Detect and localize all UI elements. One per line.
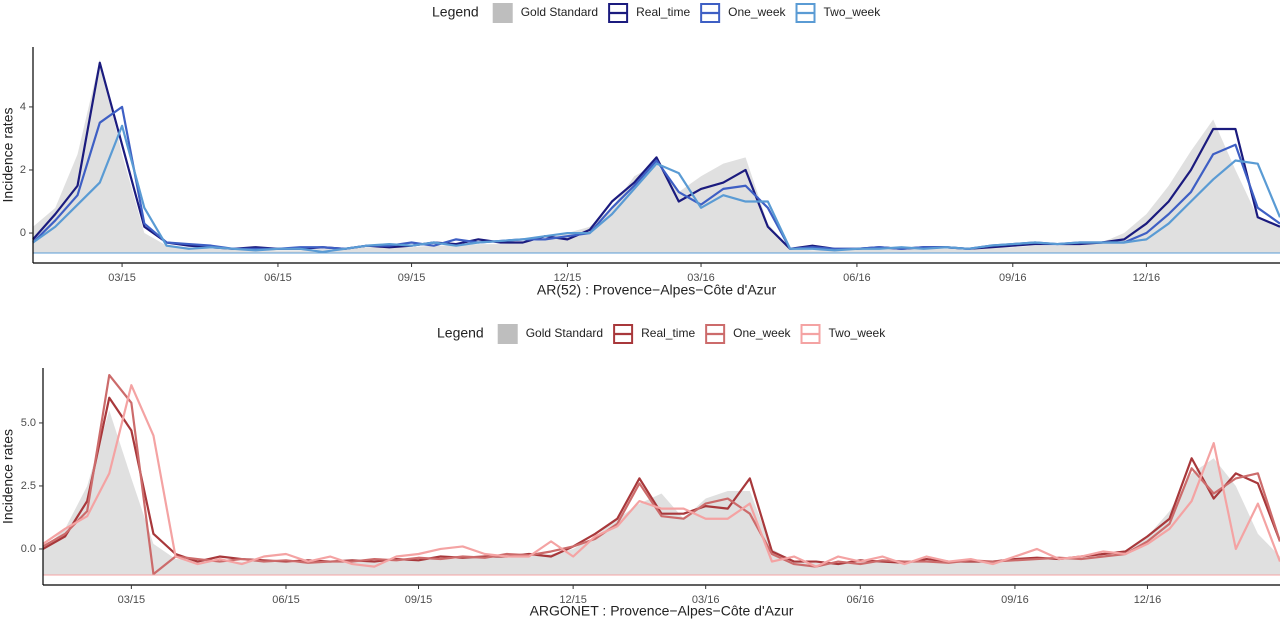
x-tick-label: 12/15 — [559, 594, 587, 606]
x-tick-label: 12/15 — [554, 272, 582, 284]
x-tick-label: 12/16 — [1133, 272, 1161, 284]
legend-key — [492, 3, 513, 23]
x-axis-label: ARGONET : Provence−Alpes−Côte d'Azur — [530, 603, 794, 619]
x-tick-label: 09/15 — [398, 272, 426, 284]
x-tick-label: 03/15 — [108, 272, 136, 284]
legend-label: Real_time — [641, 326, 695, 340]
y-axis-label: Incidence rates — [0, 108, 16, 203]
legend-label: One_week — [733, 326, 791, 340]
x-tick-label: 09/16 — [999, 272, 1027, 284]
y-tick-label: 5.0 — [21, 417, 36, 429]
y-axis-label: Incidence rates — [0, 429, 16, 524]
x-tick-label: 03/15 — [118, 594, 146, 606]
gold-area — [43, 410, 1280, 575]
y-tick-label: 2 — [20, 164, 26, 176]
x-tick-label: 06/16 — [847, 594, 875, 606]
y-tick-label: 0.0 — [21, 543, 36, 555]
series-line — [42, 373, 1280, 576]
legend-label: Gold Standard — [521, 5, 598, 19]
x-tick-label: 03/16 — [687, 272, 715, 284]
legend-title: Legend — [432, 4, 479, 20]
y-tick-label: 2.5 — [21, 480, 36, 492]
x-axis-label: AR(52) : Provence−Alpes−Côte d'Azur — [537, 282, 777, 298]
legend-label: One_week — [728, 5, 786, 19]
x-tick-label: 09/16 — [1001, 594, 1029, 606]
y-tick-label: 0 — [20, 227, 26, 239]
x-tick-label: 09/15 — [405, 594, 433, 606]
y-tick-label: 4 — [20, 101, 26, 113]
legend-label: Two_week — [829, 326, 887, 340]
series-line — [32, 124, 1280, 254]
legend-title: Legend — [437, 325, 484, 341]
legend-label: Two_week — [824, 5, 882, 19]
x-tick-label: 06/15 — [272, 594, 300, 606]
legend-label: Gold Standard — [526, 326, 603, 340]
series-line — [42, 384, 1280, 568]
legend-label: Real_time — [636, 5, 690, 19]
x-tick-label: 06/15 — [264, 272, 292, 284]
legend-key — [497, 324, 518, 344]
x-tick-label: 06/16 — [843, 272, 871, 284]
x-tick-label: 12/16 — [1134, 594, 1162, 606]
x-tick-label: 03/16 — [692, 594, 720, 606]
